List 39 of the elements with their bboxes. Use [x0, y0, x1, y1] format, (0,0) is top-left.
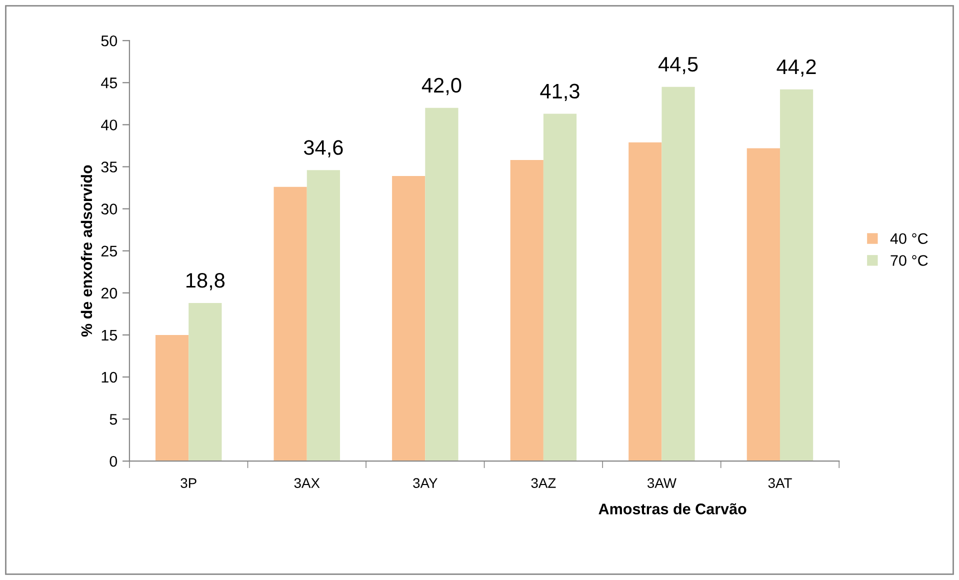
- bar: [662, 86, 695, 462]
- y-tick-label: 40: [101, 120, 118, 130]
- x-tick-label: 3AW: [647, 478, 676, 488]
- bar: [274, 186, 307, 462]
- y-tick-label: 35: [101, 162, 118, 172]
- x-tick-label: 3AT: [768, 478, 792, 488]
- bar: [746, 148, 780, 462]
- y-tick-label: 45: [101, 78, 118, 88]
- x-tick-label: 3P: [180, 478, 196, 488]
- x-tick-label: 3AX: [294, 478, 320, 488]
- legend-label: 70 °C: [890, 255, 928, 266]
- y-tick-label: 5: [110, 414, 118, 425]
- bar: [188, 302, 222, 462]
- bar: [392, 176, 426, 462]
- x-axis-title: Amostras de Carvão: [598, 503, 746, 514]
- data-label: 42,0: [422, 78, 462, 96]
- y-tick-label: 25: [101, 246, 118, 257]
- bar: [155, 334, 189, 462]
- y-tick-label: 20: [101, 288, 118, 299]
- y-tick-label: 10: [102, 372, 118, 383]
- bar: [543, 114, 577, 462]
- y-tick-label: 15: [102, 330, 118, 341]
- data-label: 44,2: [776, 59, 816, 77]
- bar: [425, 108, 458, 462]
- bar: [510, 160, 544, 462]
- data-label: 41,3: [540, 84, 580, 101]
- bar: [628, 142, 662, 462]
- legend-label: 40 °C: [890, 233, 928, 244]
- data-label: 44,5: [658, 57, 698, 74]
- data-label: 18,8: [186, 273, 225, 290]
- y-tick-label: 30: [101, 204, 118, 214]
- y-axis-title: % de enxofre adsorvido: [80, 165, 92, 337]
- bar: [780, 89, 814, 462]
- x-tick-label: 3AZ: [531, 478, 556, 488]
- data-label: 34,6: [304, 140, 343, 158]
- y-tick-label: 0: [110, 456, 118, 467]
- bar: [306, 170, 340, 462]
- x-tick-label: 3AY: [413, 478, 438, 488]
- y-tick-label: 50: [101, 35, 118, 46]
